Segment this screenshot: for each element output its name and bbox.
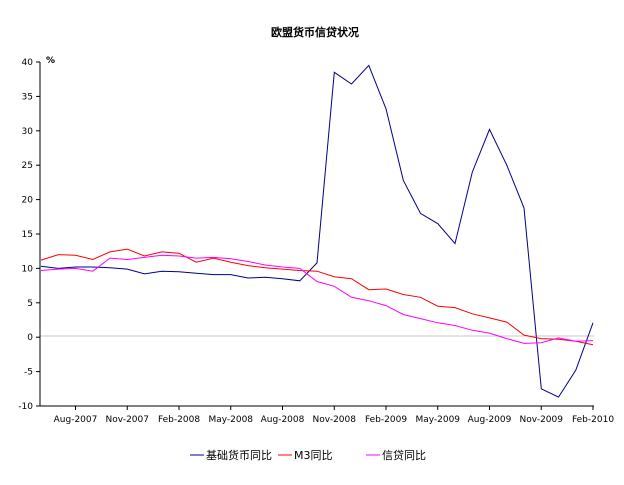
y-tick-label: 25 [22, 161, 33, 171]
legend: 基础货币同比 M3同比 信贷同比 [190, 448, 426, 462]
y-axis-unit-label: % [46, 56, 55, 66]
x-tick-label: Feb-2008 [158, 415, 200, 425]
x-tick-label: Nov-2008 [313, 415, 357, 425]
y-tick-label: 0 [27, 333, 33, 343]
y-tick-label: 15 [22, 230, 33, 240]
y-tick-label: 40 [22, 58, 34, 68]
x-tick-label: Aug-2007 [54, 415, 98, 425]
credit-yoy-line [40, 254, 594, 344]
y-tick-label: -10 [18, 402, 33, 412]
y-axis-ticks: -10 -5 0 5 10 15 20 25 30 35 40 [18, 58, 40, 412]
x-tick-label: Nov-2009 [520, 415, 564, 425]
legend-credit-label: 信贷同比 [382, 448, 426, 462]
series-lines [40, 64, 594, 398]
base-money-yoy-line [40, 64, 594, 398]
chart-title: 欧盟货币信贷状况 [271, 25, 359, 39]
x-tick-label: Feb-2009 [365, 415, 407, 425]
x-tick-label: Nov-2007 [106, 415, 149, 425]
x-tick-label: Aug-2009 [468, 415, 512, 425]
y-tick-label: 5 [27, 299, 33, 309]
x-tick-label: May-2008 [208, 415, 253, 425]
x-axis-ticks: Aug-2007 Nov-2007 Feb-2008 May-2008 Aug-2008… [54, 406, 614, 425]
y-tick-label: 35 [22, 92, 33, 102]
x-tick-label: Aug-2008 [261, 415, 305, 425]
legend-base-money-label: 基础货币同比 [206, 448, 272, 462]
y-tick-label: -5 [24, 368, 33, 378]
y-tick-label: 30 [22, 127, 34, 137]
legend-m3-label: M3同比 [294, 449, 333, 462]
y-tick-label: 20 [22, 196, 34, 206]
x-tick-label: Feb-2010 [572, 415, 614, 425]
m3-yoy-line [40, 248, 594, 346]
y-tick-label: 10 [22, 264, 34, 274]
x-tick-label: May-2009 [415, 415, 460, 425]
